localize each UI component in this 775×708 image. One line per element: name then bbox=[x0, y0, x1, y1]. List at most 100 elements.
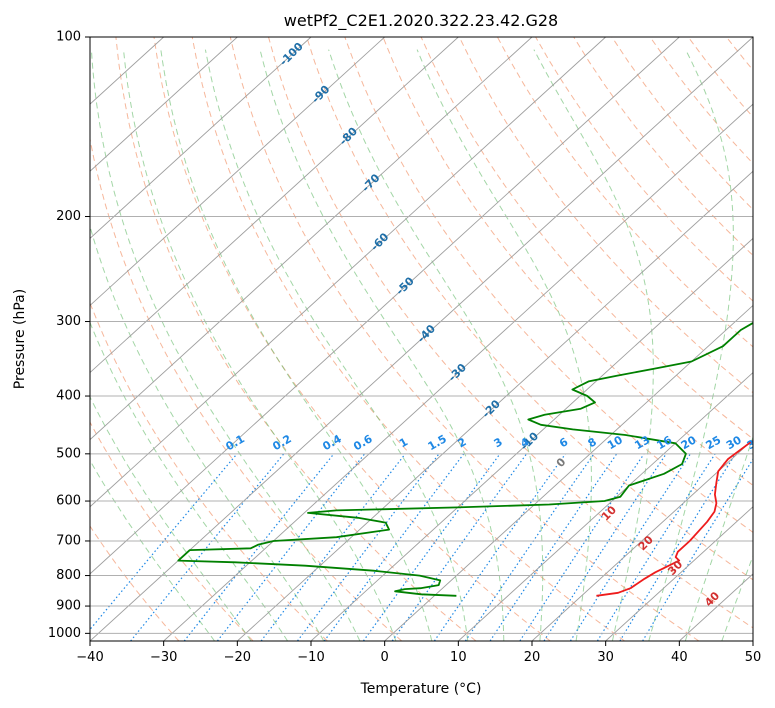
moist-adiabat-line bbox=[416, 49, 592, 641]
y-tick-label: 300 bbox=[56, 314, 81, 329]
moist-adiabat-line bbox=[259, 49, 505, 641]
y-tick-label: 200 bbox=[56, 209, 81, 224]
moist-adiabat-line bbox=[160, 49, 433, 641]
dry-adiabat-line bbox=[229, 37, 700, 641]
x-tick-label: 10 bbox=[450, 650, 467, 665]
mixing-ratio-label: 0.6 bbox=[351, 432, 375, 453]
mixing-ratio-line bbox=[489, 453, 618, 641]
isobars bbox=[90, 37, 753, 634]
dry-adiabat-line bbox=[765, 37, 775, 641]
isotherm-line bbox=[605, 506, 753, 641]
dry-adiabat-line bbox=[344, 37, 753, 533]
mixing-ratio-label: 0.2 bbox=[270, 432, 293, 453]
dry-adiabat-line bbox=[496, 37, 753, 348]
plot-area: -100-90-80-70-60-50-40-30-20-100.1 0.2 0.4… bbox=[90, 37, 775, 641]
y-tick-label: 700 bbox=[56, 533, 81, 548]
isotherm-line bbox=[458, 371, 753, 641]
dewpoint-profile-line bbox=[177, 321, 753, 597]
isotherm-line bbox=[531, 439, 753, 641]
mixing-ratio-label: 2 bbox=[455, 435, 468, 450]
dry-adiabat-line bbox=[420, 37, 753, 440]
x-tick-label: −40 bbox=[76, 650, 103, 665]
dry-adiabat-line bbox=[90, 421, 254, 641]
profiles bbox=[177, 321, 753, 597]
mixing-ratio-label: 3 bbox=[492, 435, 505, 450]
moist-adiabats bbox=[90, 49, 753, 641]
mixing-ratio-line bbox=[391, 453, 528, 641]
mixing-ratio-line bbox=[130, 453, 285, 641]
isotherm-line bbox=[384, 304, 753, 641]
moist-adiabat-line bbox=[90, 459, 216, 641]
mixing-ratio-line bbox=[362, 453, 501, 641]
mixing-ratio-line bbox=[90, 453, 238, 631]
moist-adiabat-label: 20 bbox=[636, 533, 656, 553]
mixing-ratio-line bbox=[543, 453, 667, 641]
x-tick-label: −30 bbox=[150, 650, 177, 665]
dry-adiabat-line bbox=[535, 37, 753, 302]
dry-adiabat-line bbox=[90, 525, 180, 641]
mixing-ratio-line bbox=[183, 453, 335, 641]
moist-adiabat-label: 10 bbox=[599, 503, 619, 523]
mixing-ratio-label: 36 bbox=[745, 433, 765, 452]
isotherm-line bbox=[90, 37, 385, 307]
x-axis-ticks: −40 −30 −20 −10 0 10 20 30 40 50 bbox=[76, 641, 761, 665]
x-axis-label: Temperature (°C) bbox=[360, 681, 482, 697]
y-axis-ticks: 100 200 300 400 500 600 700 800 900 1000 bbox=[48, 30, 90, 641]
isotherm-line bbox=[752, 640, 753, 641]
mixing-ratio-lines bbox=[90, 453, 753, 641]
dry-adiabat-line bbox=[115, 37, 477, 641]
mixing-ratio-line bbox=[519, 453, 645, 641]
mixing-ratio-line bbox=[433, 453, 566, 641]
moist-adiabat-label: 0 bbox=[554, 455, 569, 470]
dry-adiabat-line bbox=[268, 37, 753, 629]
x-tick-label: 0 bbox=[381, 650, 389, 665]
mixing-ratio-line bbox=[216, 453, 366, 641]
mixing-ratio-label: 0.4 bbox=[320, 432, 344, 453]
moist-adiabat-line bbox=[123, 49, 397, 641]
moist-adiabat-line bbox=[721, 554, 753, 641]
isotherm-line bbox=[163, 103, 753, 641]
line-labels: -100-90-80-70-60-50-40-30-20-100.1 0.2 0.4… bbox=[224, 40, 765, 610]
y-axis-label: Pressure (hPa) bbox=[12, 289, 28, 389]
y-tick-label: 900 bbox=[56, 599, 81, 614]
y-tick-label: 400 bbox=[56, 389, 81, 404]
moist-adiabat-line bbox=[648, 49, 734, 641]
dry-adiabat-line bbox=[153, 37, 551, 641]
x-tick-label: −10 bbox=[297, 650, 324, 665]
mixing-ratio-label: 16 bbox=[655, 433, 675, 452]
isotherm-line bbox=[90, 37, 238, 172]
mixing-ratio-label: 1.5 bbox=[426, 432, 449, 453]
mixing-ratio-line bbox=[297, 453, 440, 641]
isotherm-line bbox=[90, 37, 312, 239]
isotherm-line bbox=[90, 37, 680, 575]
x-tick-label: 40 bbox=[671, 650, 688, 665]
y-tick-label: 600 bbox=[56, 494, 81, 509]
mixing-ratio-line bbox=[642, 458, 753, 641]
x-tick-label: 50 bbox=[745, 650, 762, 665]
isotherm-line bbox=[90, 37, 533, 441]
mixing-ratio-line bbox=[464, 453, 595, 641]
isotherm-line bbox=[90, 37, 606, 508]
x-tick-label: 20 bbox=[524, 650, 541, 665]
dry-adiabat-line bbox=[90, 301, 328, 641]
dry-adiabat-line bbox=[191, 37, 625, 641]
moist-adiabat-line bbox=[328, 49, 544, 641]
isotherm-line bbox=[90, 37, 459, 374]
dry-adiabat-line bbox=[306, 37, 753, 581]
y-tick-label: 1000 bbox=[48, 626, 81, 641]
moist-adiabat-line bbox=[90, 321, 289, 641]
temperature-profile-line bbox=[596, 440, 753, 597]
mixing-ratio-label: 10 bbox=[605, 433, 625, 452]
y-tick-label: 500 bbox=[56, 446, 81, 461]
isotherms bbox=[90, 37, 753, 641]
y-tick-label: 800 bbox=[56, 568, 81, 583]
dry-adiabats bbox=[90, 37, 775, 641]
dry-adiabat-line bbox=[726, 37, 753, 71]
y-tick-label: 100 bbox=[56, 30, 81, 45]
mixing-ratio-line bbox=[596, 453, 716, 641]
mixing-ratio-label: 25 bbox=[703, 433, 723, 452]
isotherm-line bbox=[310, 237, 753, 641]
plot-frame bbox=[89, 36, 754, 642]
moist-adiabat-line bbox=[684, 435, 753, 641]
